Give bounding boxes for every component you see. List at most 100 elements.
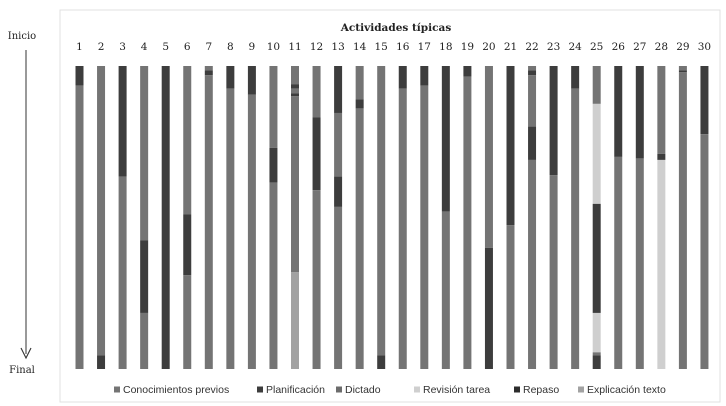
bar-13 — [334, 66, 343, 369]
bar-14-segment-1 — [355, 66, 364, 100]
bar-11-segment-1 — [291, 66, 299, 85]
bar-19 — [463, 66, 472, 369]
bar-9-segment-1 — [247, 66, 256, 95]
legend-swatch-1 — [114, 386, 120, 393]
legend-swatch-2 — [257, 386, 263, 393]
bar-22-segment-3 — [528, 75, 537, 127]
bar-9 — [247, 66, 256, 369]
bar-23-segment-1 — [549, 66, 558, 176]
bar-8 — [226, 66, 235, 369]
bar-18-segment-1 — [441, 66, 450, 212]
bar-30-segment-2 — [700, 134, 709, 369]
bar-23-segment-2 — [549, 175, 558, 369]
bar-14 — [355, 66, 364, 370]
bar-22-segment-1 — [528, 66, 537, 71]
bar-11-segment-3 — [291, 88, 299, 94]
bar-22 — [528, 66, 537, 369]
legend-label-6: Explicación texto — [587, 384, 666, 396]
bar-11-segment-5 — [291, 96, 299, 273]
bar-17-segment-2 — [420, 85, 429, 369]
bar-25-segment-3 — [592, 203, 601, 313]
bar-9-segment-2 — [247, 94, 256, 369]
tick-label-1: 1 — [76, 41, 83, 53]
bar-2 — [97, 66, 106, 369]
legend-item-3: Dictado — [336, 384, 381, 396]
bar-30-segment-1 — [700, 66, 709, 135]
tick-label-2: 2 — [98, 41, 105, 53]
bar-28 — [657, 66, 666, 369]
bar-2-segment-2 — [97, 355, 106, 369]
bar-4 — [140, 66, 149, 369]
bar-7-segment-1 — [204, 66, 213, 71]
legend-item-2: Planificación — [257, 384, 325, 396]
bar-24-segment-1 — [571, 66, 580, 89]
bar-25-segment-4 — [592, 312, 601, 353]
bar-25-segment-2 — [592, 103, 601, 204]
tick-label-19: 19 — [461, 41, 474, 53]
bar-1-segment-2 — [75, 85, 84, 369]
bar-18-segment-2 — [441, 211, 450, 369]
legend-item-5: Repaso — [514, 384, 559, 396]
bar-4-segment-3 — [140, 312, 149, 369]
bar-12 — [312, 66, 321, 369]
bar-28-segment-3 — [657, 159, 666, 369]
bar-20 — [484, 66, 493, 369]
bar-6 — [183, 66, 192, 369]
tick-label-14: 14 — [353, 41, 367, 53]
bar-3-segment-2 — [118, 176, 127, 369]
bar-7-segment-2 — [204, 70, 213, 76]
bar-3-segment-1 — [118, 66, 127, 177]
tick-label-27: 27 — [633, 41, 646, 53]
bar-25-segment-5 — [592, 352, 601, 356]
tick-label-23: 23 — [547, 41, 560, 53]
tick-label-3: 3 — [119, 41, 126, 53]
bar-6-segment-3 — [183, 275, 192, 369]
bar-25 — [592, 66, 601, 369]
time-arrow — [20, 50, 32, 360]
bar-10-segment-2 — [269, 147, 278, 183]
chart-title: Actividades típicas — [340, 22, 452, 34]
bar-27-segment-2 — [635, 158, 644, 369]
bar-5 — [161, 66, 170, 369]
legend-swatch-3 — [336, 386, 342, 393]
bar-12-segment-3 — [312, 190, 321, 369]
bar-5-segment-1 — [161, 66, 170, 369]
tick-label-18: 18 — [439, 41, 452, 53]
tick-label-9: 9 — [249, 41, 256, 53]
legend-label-2: Planificación — [266, 384, 325, 396]
bar-26-segment-1 — [614, 66, 623, 157]
tick-label-13: 13 — [331, 41, 344, 53]
tick-label-12: 12 — [310, 41, 323, 53]
bar-30 — [700, 66, 709, 369]
chart-frame — [59, 9, 721, 403]
tick-label-16: 16 — [396, 41, 410, 53]
bar-25-segment-1 — [592, 66, 601, 104]
bar-1-segment-1 — [75, 66, 84, 86]
bar-21 — [506, 66, 515, 369]
tick-label-22: 22 — [525, 41, 538, 53]
tick-label-6: 6 — [184, 41, 191, 53]
bar-15 — [377, 66, 386, 369]
bar-27-segment-1 — [635, 66, 644, 159]
bar-4-segment-2 — [140, 240, 149, 313]
bar-4-segment-1 — [140, 66, 149, 241]
tick-label-7: 7 — [205, 41, 212, 53]
bar-10-segment-1 — [269, 66, 278, 148]
bar-11-segment-6 — [291, 272, 299, 369]
tick-label-4: 4 — [141, 41, 148, 53]
bar-15-segment-2 — [377, 355, 386, 369]
bar-7-segment-3 — [204, 75, 213, 369]
bar-19-segment-1 — [463, 66, 472, 77]
bar-21-segment-2 — [506, 225, 515, 369]
bar-27 — [635, 66, 644, 369]
bar-15-segment-1 — [377, 66, 386, 356]
tick-label-28: 28 — [655, 41, 668, 53]
tick-label-10: 10 — [267, 41, 280, 53]
tick-label-8: 8 — [227, 41, 234, 53]
legend-label-4: Revisión tarea — [423, 384, 490, 396]
bar-23 — [549, 66, 558, 369]
legend-swatch-4 — [414, 386, 420, 393]
bars — [75, 66, 709, 370]
